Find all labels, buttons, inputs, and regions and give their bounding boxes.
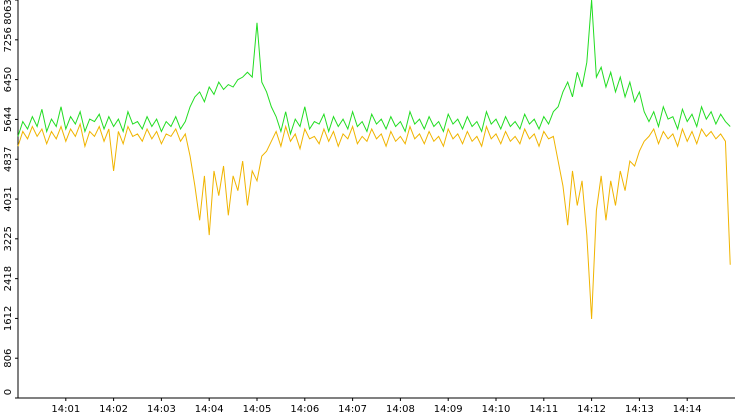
x-tick-label: 14:02 (99, 404, 128, 415)
x-tick-label: 14:01 (51, 404, 80, 415)
x-tick-label: 14:11 (529, 404, 558, 415)
y-tick-label: 0 (3, 389, 14, 395)
x-tick-label: 14:08 (386, 404, 415, 415)
y-tick-label: 6450 (3, 67, 14, 92)
x-tick-label: 14:07 (338, 404, 367, 415)
x-tick-label: 14:09 (434, 404, 463, 415)
x-tick-label: 14:05 (243, 404, 272, 415)
x-tick-label: 14:10 (482, 404, 511, 415)
x-tick-label: 14:13 (625, 404, 654, 415)
x-tick-label: 14:04 (195, 404, 224, 415)
series-line (17, 122, 731, 320)
y-tick-label: 1612 (3, 306, 14, 331)
x-tick-label: 14:12 (577, 404, 606, 415)
y-tick-label: 7256 (3, 27, 14, 52)
x-tick-label: 14:03 (147, 404, 176, 415)
x-tick-label: 14:06 (290, 404, 319, 415)
y-tick-label: 2418 (3, 266, 14, 291)
y-tick-label: 4031 (3, 186, 14, 211)
y-tick-label: 4837 (3, 147, 14, 172)
y-tick-label: 5644 (3, 107, 14, 132)
y-tick-label: 8063 (3, 0, 14, 25)
y-tick-label: 806 (3, 349, 14, 368)
series-line (17, 0, 731, 137)
y-tick-label: 3225 (3, 226, 14, 251)
x-tick-label: 14:14 (673, 404, 702, 415)
